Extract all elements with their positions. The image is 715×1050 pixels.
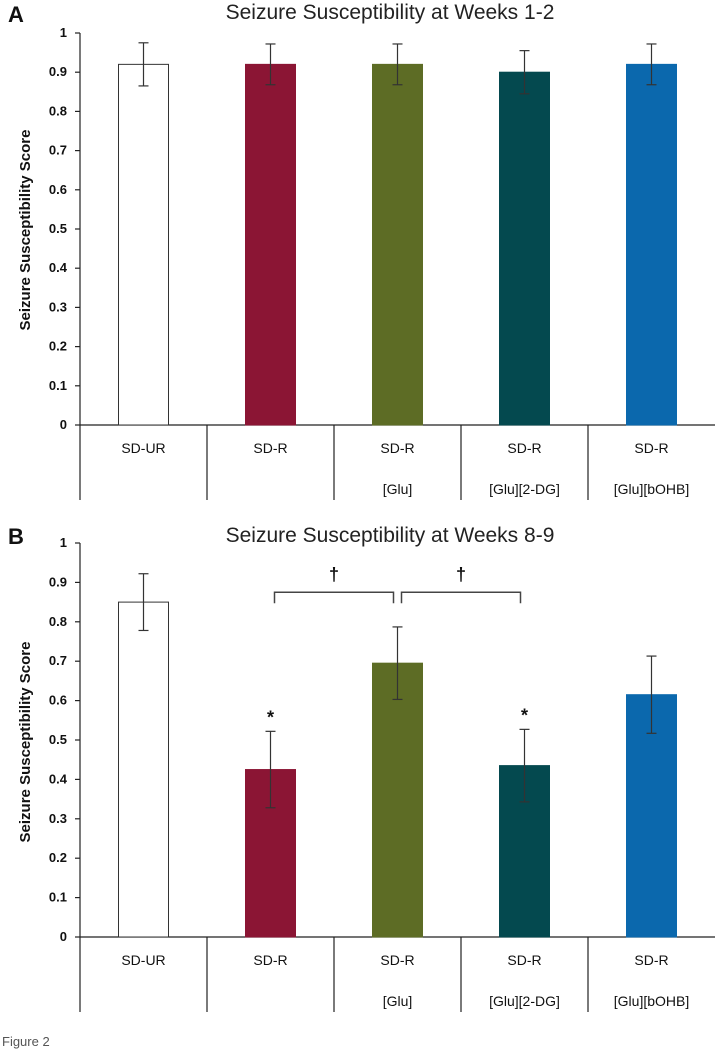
y-tick-label: 0 <box>60 417 67 432</box>
category-sublabel: [Glu][bOHB] <box>614 993 689 1009</box>
y-tick-label: 0.3 <box>49 811 67 826</box>
significance-marker: * <box>267 707 274 727</box>
category-label: SD-R <box>380 952 414 968</box>
y-tick-label: 0.3 <box>49 299 67 314</box>
y-tick-label: 0.2 <box>49 850 67 865</box>
bar <box>626 694 677 938</box>
category-label: SD-UR <box>121 952 165 968</box>
y-tick-label: 0.8 <box>49 103 67 118</box>
panel-b-title: Seizure Susceptibility at Weeks 8-9 <box>226 524 555 547</box>
bar <box>626 63 677 426</box>
panel-a-y-axis-label: Seizure Susceptibility Score <box>17 130 34 331</box>
bar <box>372 63 423 426</box>
y-tick-label: 0.5 <box>49 221 67 236</box>
y-tick-label: 0.4 <box>49 260 68 275</box>
y-tick-label: 0.7 <box>49 143 67 158</box>
category-label: SD-R <box>507 440 541 456</box>
y-tick-label: 0 <box>60 929 67 944</box>
y-tick-label: 0.9 <box>49 64 67 79</box>
y-tick-label: 0.1 <box>49 378 67 393</box>
y-tick-label: 1 <box>60 535 67 550</box>
bar <box>118 63 169 426</box>
category-label: SD-R <box>253 952 287 968</box>
panel-a-label: A <box>8 2 24 27</box>
category-sublabel: [Glu][bOHB] <box>614 481 689 497</box>
category-sublabel: [Glu][2-DG] <box>489 481 560 497</box>
panel-a: A Seizure Susceptibility at Weeks 1-2 Se… <box>8 1 715 500</box>
y-tick-label: 0.8 <box>49 614 67 629</box>
bar <box>118 601 169 938</box>
category-label: SD-R <box>380 440 414 456</box>
category-sublabel: [Glu][2-DG] <box>489 993 560 1009</box>
y-tick-label: 0.2 <box>49 339 67 354</box>
bar <box>499 71 550 426</box>
y-tick-label: 0.6 <box>49 182 67 197</box>
bracket-symbol: † <box>456 564 466 584</box>
category-sublabel: [Glu] <box>383 481 413 497</box>
category-label: SD-R <box>507 952 541 968</box>
bar <box>245 63 296 426</box>
category-sublabel: [Glu] <box>383 993 413 1009</box>
y-tick-label: 0.1 <box>49 890 67 905</box>
comparison-bracket <box>273 591 395 604</box>
y-tick-label: 0.6 <box>49 693 67 708</box>
panel-b-y-axis-label: Seizure Susceptibility Score <box>17 642 34 843</box>
figure-caption: Figure 2 <box>2 1034 50 1049</box>
y-tick-label: 0.9 <box>49 574 67 589</box>
category-label: SD-R <box>634 952 668 968</box>
bracket-symbol: † <box>329 564 339 584</box>
category-label: SD-UR <box>121 440 165 456</box>
y-tick-label: 1 <box>60 25 67 40</box>
significance-marker: * <box>521 705 528 725</box>
y-tick-label: 0.7 <box>49 653 67 668</box>
panel-a-title: Seizure Susceptibility at Weeks 1-2 <box>226 1 555 24</box>
y-tick-label: 0.4 <box>49 771 68 786</box>
comparison-bracket <box>400 591 522 604</box>
panel-b: B Seizure Susceptibility at Weeks 8-9 Se… <box>8 524 715 1012</box>
bar <box>372 662 423 938</box>
panel-b-label: B <box>8 524 24 549</box>
y-tick-label: 0.5 <box>49 732 67 747</box>
category-label: SD-R <box>253 440 287 456</box>
category-label: SD-R <box>634 440 668 456</box>
